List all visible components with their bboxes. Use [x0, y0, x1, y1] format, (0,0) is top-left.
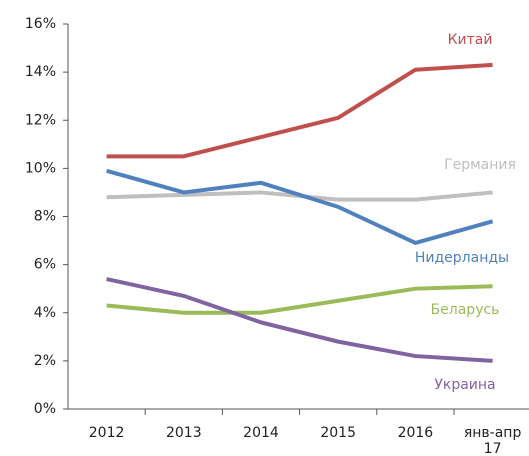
- x-tick-label: 2013: [165, 425, 202, 441]
- line: [106, 168, 494, 245]
- y-tick-label: 0%: [34, 401, 56, 417]
- x-tick-label: 2016: [397, 425, 434, 441]
- line: [106, 284, 493, 315]
- series-label: Китай: [448, 32, 493, 48]
- series-label: Германия: [444, 157, 516, 173]
- x-tick-label: 2012: [88, 425, 125, 441]
- line: [106, 277, 493, 363]
- line: [106, 62, 493, 159]
- x-tick-label: янв-апр 17: [463, 425, 522, 456]
- y-tick-label: 4%: [34, 305, 56, 321]
- series-label: Нидерланды: [415, 250, 509, 266]
- y-tick-label: 16%: [25, 16, 56, 32]
- y-tick-label: 6%: [34, 257, 56, 273]
- series-label: Беларусь: [431, 302, 500, 318]
- y-tick-label: 14%: [25, 64, 56, 80]
- x-tick-label: 2015: [320, 425, 356, 441]
- y-tick-label: 2%: [34, 353, 56, 369]
- x-tick-label: 2014: [243, 425, 279, 441]
- y-tick-label: 8%: [34, 209, 56, 225]
- y-tick-label: 10%: [25, 160, 56, 176]
- y-tick-label: 12%: [25, 112, 56, 128]
- series-label: Украина: [434, 377, 495, 393]
